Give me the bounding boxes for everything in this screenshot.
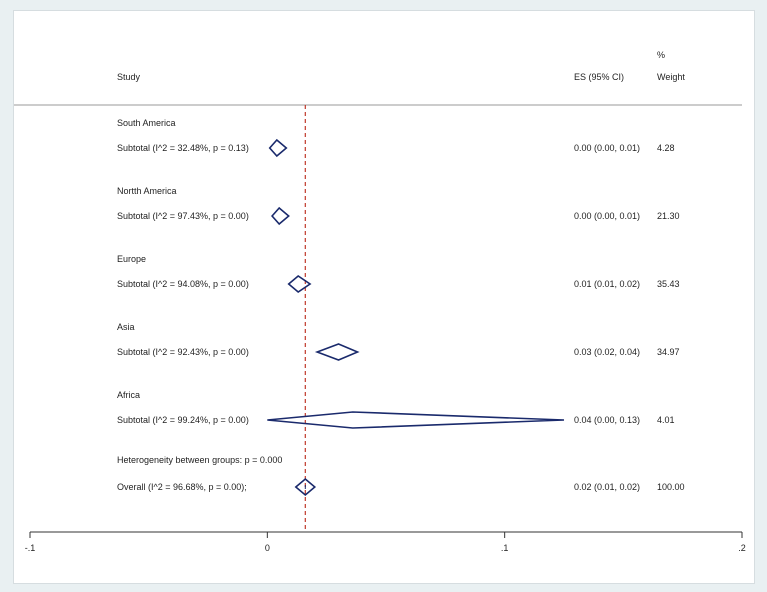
subtotal-diamond bbox=[268, 138, 288, 158]
overall-diamond bbox=[294, 477, 317, 497]
subtotal-ci: 0.00 (0.00, 0.01) bbox=[574, 143, 640, 153]
header-study: Study bbox=[117, 72, 141, 82]
subtotal-diamond bbox=[271, 206, 290, 226]
subtotal-diamond bbox=[314, 343, 360, 361]
x-axis-tick-label: 0 bbox=[265, 543, 270, 553]
header-weight-percent: % bbox=[657, 50, 665, 60]
subtotal-label: Subtotal (I^2 = 32.48%, p = 0.13) bbox=[117, 143, 249, 153]
subtotal-weight: 21.30 bbox=[657, 211, 680, 221]
subtotal-label: Subtotal (I^2 = 94.08%, p = 0.00) bbox=[117, 279, 249, 289]
overall-ci: 0.02 (0.01, 0.02) bbox=[574, 482, 640, 492]
subtotal-weight: 4.01 bbox=[657, 415, 675, 425]
subtotal-weight: 4.28 bbox=[657, 143, 675, 153]
subtotal-diamond bbox=[267, 411, 565, 429]
header-es: ES (95% CI) bbox=[574, 72, 624, 82]
plot-panel bbox=[13, 10, 755, 584]
x-axis-tick-label: -.1 bbox=[25, 543, 36, 553]
subtotal-ci: 0.04 (0.00, 0.13) bbox=[574, 415, 640, 425]
subtotal-ci: 0.00 (0.00, 0.01) bbox=[574, 211, 640, 221]
subtotal-weight: 34.97 bbox=[657, 347, 680, 357]
group-name: Asia bbox=[117, 322, 135, 332]
header-weight: Weight bbox=[657, 72, 685, 82]
subtotal-label: Subtotal (I^2 = 99.24%, p = 0.00) bbox=[117, 415, 249, 425]
subtotal-label: Subtotal (I^2 = 97.43%, p = 0.00) bbox=[117, 211, 249, 221]
overall-label: Overall (I^2 = 96.68%, p = 0.00); bbox=[117, 482, 247, 492]
subtotal-diamond bbox=[287, 274, 312, 294]
group-name: South America bbox=[117, 118, 176, 128]
subtotal-label: Subtotal (I^2 = 92.43%, p = 0.00) bbox=[117, 347, 249, 357]
x-axis-tick-label: .1 bbox=[501, 543, 509, 553]
overall-weight: 100.00 bbox=[657, 482, 685, 492]
group-name: Nortth America bbox=[117, 186, 177, 196]
group-name: Africa bbox=[117, 390, 140, 400]
heterogeneity-label: Heterogeneity between groups: p = 0.000 bbox=[117, 455, 282, 465]
subtotal-ci: 0.01 (0.01, 0.02) bbox=[574, 279, 640, 289]
group-name: Europe bbox=[117, 254, 146, 264]
subtotal-weight: 35.43 bbox=[657, 279, 680, 289]
x-axis-tick-label: .2 bbox=[738, 543, 746, 553]
subtotal-ci: 0.03 (0.02, 0.04) bbox=[574, 347, 640, 357]
